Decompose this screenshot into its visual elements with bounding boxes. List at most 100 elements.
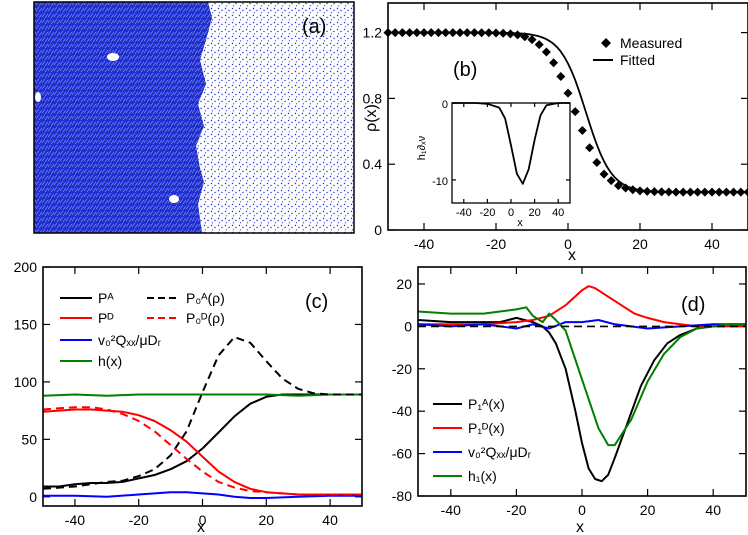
panel-d-ytick-label: -60 xyxy=(392,446,412,462)
measured-point xyxy=(700,187,710,197)
panel-c-xtick-label: -20 xyxy=(129,512,149,528)
inset-ylabel: h₁∂ₓν xyxy=(416,135,428,160)
measured-point xyxy=(635,186,645,196)
panel-c-xtick-label: 20 xyxy=(259,512,275,528)
measured-point xyxy=(628,185,638,195)
legend-measured-label: Measured xyxy=(620,35,682,51)
panel-c-xtick-label: 40 xyxy=(322,512,338,528)
measured-point xyxy=(397,28,407,38)
legend-pa-label: Pᴬ xyxy=(98,290,114,306)
legend-p0a-label: P₀ᴬ(ρ) xyxy=(186,290,225,306)
dense-region xyxy=(34,2,212,233)
panel-b-xtick-label: 20 xyxy=(632,236,648,252)
panel-c-xtick-label: -40 xyxy=(65,512,85,528)
measured-point xyxy=(657,187,667,197)
measured-point xyxy=(426,28,436,38)
panel-d-xtick-label: -20 xyxy=(506,502,526,518)
legend-q-label: v₀²Qₓₓ/μDᵣ xyxy=(98,332,162,348)
panel-b-ytick-label: 0 xyxy=(374,222,382,238)
inset-ytick-label: -10 xyxy=(432,176,448,188)
measured-point xyxy=(484,28,494,38)
measured-point xyxy=(721,187,731,197)
panel-d-xtick-label: 40 xyxy=(705,502,721,518)
legend-p0d-label: P₀ᴰ(ρ) xyxy=(186,310,225,326)
measured-point xyxy=(664,187,674,197)
panel-d: (d) x P₁ᴬ(x) P₁ᴰ(x) v₀²Qₓₓ/μDᵣ h₁(x) -40… xyxy=(392,266,747,535)
measured-point xyxy=(549,58,559,68)
measured-point xyxy=(577,125,587,135)
measured-point xyxy=(743,187,748,197)
measured-point xyxy=(520,32,530,42)
inset-xtick-label: -20 xyxy=(479,207,495,219)
panel-c-label: (c) xyxy=(305,291,328,313)
inset-xtick-label: 0 xyxy=(508,207,514,219)
hole-2 xyxy=(35,92,41,102)
panel-d-frame xyxy=(417,266,747,497)
panel-b-ytick-label: 0.4 xyxy=(363,156,383,172)
hole-1 xyxy=(107,53,119,61)
panel-c-legend: Pᴬ Pᴰ v₀²Qₓₓ/μDᵣ h(x) P₀ᴬ(ρ) P₀ᴰ(ρ) xyxy=(60,290,225,369)
legend-h1-label: h₁(x) xyxy=(468,468,497,484)
measured-point xyxy=(671,187,681,197)
measured-point xyxy=(505,29,515,39)
panel-b-xtick-label: -40 xyxy=(414,236,434,252)
measured-point xyxy=(477,28,487,38)
measured-point xyxy=(585,143,595,153)
measured-point xyxy=(649,187,659,197)
measured-point xyxy=(678,187,688,197)
panel-a-label: (a) xyxy=(302,16,326,38)
panel-c-ytick-label: 150 xyxy=(14,316,38,332)
panel-b-ylabel: ρ(x) xyxy=(363,104,380,132)
measured-point xyxy=(405,28,415,38)
legend-h-label: h(x) xyxy=(98,353,122,369)
panel-c: (c) x Pᴬ Pᴰ v₀²Qₓₓ/μDᵣ h(x) P₀ᴬ(ρ) P₀ᴰ(ρ… xyxy=(14,259,363,535)
measured-point xyxy=(462,28,472,38)
measured-point xyxy=(455,28,465,38)
panel-b-xtick-label: -20 xyxy=(486,236,506,252)
panel-c-ytick-label: 200 xyxy=(14,259,38,275)
panel-c-ytick-label: 100 xyxy=(14,374,38,390)
measured-point xyxy=(693,187,703,197)
panel-b-ytick-label: 1.2 xyxy=(363,25,383,41)
measured-point xyxy=(527,35,537,45)
measured-point xyxy=(541,47,551,57)
measured-point xyxy=(412,28,422,38)
series-p-dashed xyxy=(42,406,362,496)
panel-b-xtick-label: 40 xyxy=(704,236,720,252)
legend-p1d-label: P₁ᴰ(x) xyxy=(468,420,505,436)
measured-point xyxy=(433,28,443,38)
panel-a-frame xyxy=(33,1,355,234)
measured-point xyxy=(613,181,623,191)
inset-xtick-label: -40 xyxy=(456,207,472,219)
panel-c-frame xyxy=(42,266,363,507)
measured-point xyxy=(556,72,566,82)
measured-point xyxy=(448,28,458,38)
panel-c-ytick-label: 50 xyxy=(21,431,37,447)
measured-point xyxy=(685,187,695,197)
panel-d-ytick-label: 20 xyxy=(396,276,412,292)
panel-c-xtick-label: 0 xyxy=(199,512,207,528)
legend-fitted-label: Fitted xyxy=(620,52,655,68)
series-h-x xyxy=(42,393,362,397)
series-p xyxy=(43,393,362,488)
measured-point xyxy=(534,40,544,50)
inset-background xyxy=(452,103,570,203)
panel-b: (b) x ρ(x) Measured Fitted h₁∂ₓν x -40 -2… xyxy=(363,2,748,264)
series-v-q-d xyxy=(43,491,362,499)
measured-point xyxy=(563,88,573,98)
series-h-x xyxy=(417,306,746,447)
measured-point xyxy=(642,186,652,196)
measured-point xyxy=(491,28,501,38)
measured-point xyxy=(729,187,739,197)
panel-b-legend: Measured Fitted xyxy=(593,35,682,68)
panel-d-ytick-label: 0 xyxy=(404,318,412,334)
measured-point xyxy=(606,176,616,186)
panel-b-ytick-label: 0.8 xyxy=(363,90,383,106)
measured-point xyxy=(513,30,523,40)
measured-point xyxy=(570,107,580,117)
inset-xtick-label: 40 xyxy=(552,207,564,219)
legend-q1-label: v₀²Qₓₓ/μDᵣ xyxy=(468,444,532,460)
measured-point xyxy=(707,187,717,197)
series-p-dashed xyxy=(42,336,362,490)
